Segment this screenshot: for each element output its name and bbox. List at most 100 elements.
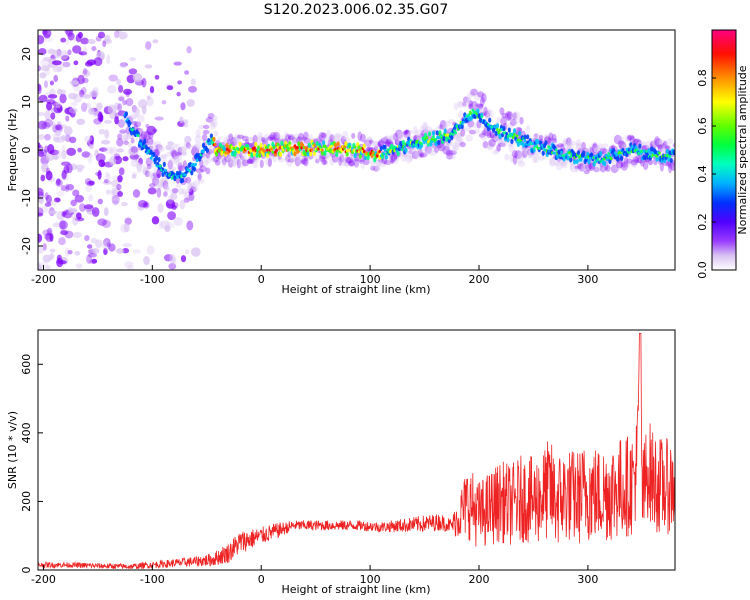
heatmap-cell-1472 (143, 138, 147, 144)
heatmap-cell-137 (40, 65, 50, 72)
heatmap-cell-662 (249, 137, 255, 143)
heatmap-cell-495 (158, 147, 163, 153)
heatmap-cell-659 (247, 158, 254, 164)
heatmap-cell-1785 (347, 148, 350, 152)
heatmap-cell-735 (287, 158, 295, 163)
heatmap-cell-622 (226, 134, 233, 141)
heatmap-cell-61 (70, 199, 77, 207)
heatmap-cell-2184 (608, 158, 612, 165)
heatmap-cell-2272 (665, 148, 670, 154)
heatmap-cell-920 (389, 153, 396, 163)
heatmap-cell-453 (135, 161, 140, 169)
heatmap-cell-47 (56, 63, 62, 73)
heatmap-cell-2038 (512, 128, 517, 134)
heatmap-cell-1708 (297, 141, 301, 147)
heatmap-cell-195 (119, 62, 127, 69)
heatmap-cell-1419 (660, 147, 667, 154)
heatmap-cell-2107 (557, 151, 561, 155)
heatmap-cell-358 (67, 249, 73, 255)
heatmap-cell-24 (80, 37, 89, 45)
heatmap-cell-590 (209, 121, 216, 126)
heatmap-cell-500 (160, 177, 168, 182)
heatmap-cell-1115 (496, 116, 501, 123)
heatmap-cell-584 (205, 116, 214, 123)
heatmap-cell-693 (264, 156, 273, 167)
heatmap-cell-946 (402, 130, 409, 136)
heatmap-cell-1406 (654, 136, 660, 147)
heatmap-cell-972 (417, 149, 424, 159)
heatmap-cell-2187 (609, 157, 613, 161)
heatmap-cell-971 (417, 148, 423, 158)
heatmap-cell-1216 (549, 158, 556, 166)
heatmap-cell-123 (86, 254, 92, 264)
heatmap-cell-1989 (480, 115, 484, 119)
heatmap-cell-254 (116, 148, 125, 153)
heatmap-cell-550 (187, 184, 193, 192)
heatmap-cell-981 (423, 123, 428, 133)
heatmap-cell-370 (80, 87, 87, 95)
heatmap-cell-90 (132, 171, 138, 177)
heatmap-cell-64 (38, 35, 45, 45)
heatmap-cell-594 (211, 114, 218, 121)
heatmap-cell-1693 (287, 147, 290, 151)
heatmap-cell-1137 (507, 143, 513, 148)
heatmap-cell-1360 (627, 134, 635, 140)
heatmap-cell-1409 (655, 138, 663, 148)
heatmap-cell-894 (374, 165, 381, 172)
heatmap-cell-548 (186, 182, 194, 193)
heatmap-cell-375 (58, 220, 66, 230)
heatmap-cell-965 (413, 152, 421, 157)
heatmap-cell-253 (44, 118, 53, 128)
heatmap-cell-568 (197, 173, 202, 182)
heatmap-cell-800 (325, 154, 330, 161)
heatmap-cell-388 (88, 144, 94, 150)
heatmap-cell-385 (72, 45, 82, 54)
heatmap-cell-1438 (669, 162, 675, 171)
heatmap-cell-1649 (258, 150, 262, 154)
heatmap-cell-948 (403, 130, 411, 139)
heatmap-cell-404 (128, 146, 139, 156)
heatmap-cell-1394 (648, 159, 653, 166)
snr-x-label: Height of straight line (km) (281, 583, 430, 596)
heatmap-cell-897 (377, 141, 382, 147)
heatmap-cell-2130 (573, 159, 577, 165)
heatmap-cell-219 (49, 80, 55, 86)
heatmap-cell-1260 (574, 165, 580, 170)
heatmap-cell-2196 (616, 156, 620, 162)
heatmap-cell-1356 (625, 158, 633, 164)
heatmap-cell-164 (103, 178, 109, 184)
heatmap-cell-272 (83, 204, 94, 210)
heatmap-cell-1920 (435, 130, 439, 136)
heatmap-cell-1066 (468, 104, 474, 110)
heatmap-cell-790 (317, 134, 325, 143)
heatmap-cell-804 (326, 129, 331, 140)
heatmap-cell-538 (180, 145, 187, 154)
heatmap-cell-1642 (254, 141, 258, 147)
heatmap-cell-1411 (656, 139, 662, 147)
heatmap-cell-401 (61, 211, 66, 218)
heatmap-cell-37 (68, 92, 78, 100)
heatmap-cell-733 (286, 157, 293, 167)
heatmap-cell-537 (179, 146, 188, 153)
heatmap-cell-987 (424, 145, 433, 154)
heatmap-cell-131 (158, 220, 164, 230)
heatmap-cell-510 (165, 151, 173, 157)
heatmap-cell-580 (202, 129, 210, 135)
heatmap-cell-2111 (560, 150, 563, 154)
heatmap-cell-1293 (592, 142, 598, 149)
snr-x-tick-label-2: 0 (258, 573, 265, 586)
heatmap-cell-303 (75, 33, 82, 43)
heatmap-cell-1650 (259, 142, 263, 149)
heatmap-cell-285 (107, 104, 117, 115)
heatmap-cell-1529 (180, 174, 183, 178)
heatmap-cell-707 (273, 131, 280, 141)
heatmap-cell-1660 (265, 152, 270, 158)
heatmap-cell-273 (47, 94, 58, 99)
heatmap-cell-592 (209, 122, 216, 130)
heatmap-cell-1081 (475, 103, 483, 108)
heatmap-cell-240 (114, 116, 119, 125)
heatmap-cell-334 (82, 46, 88, 56)
heatmap-cell-1208 (545, 136, 553, 144)
heatmap-cell-1243 (564, 140, 571, 146)
